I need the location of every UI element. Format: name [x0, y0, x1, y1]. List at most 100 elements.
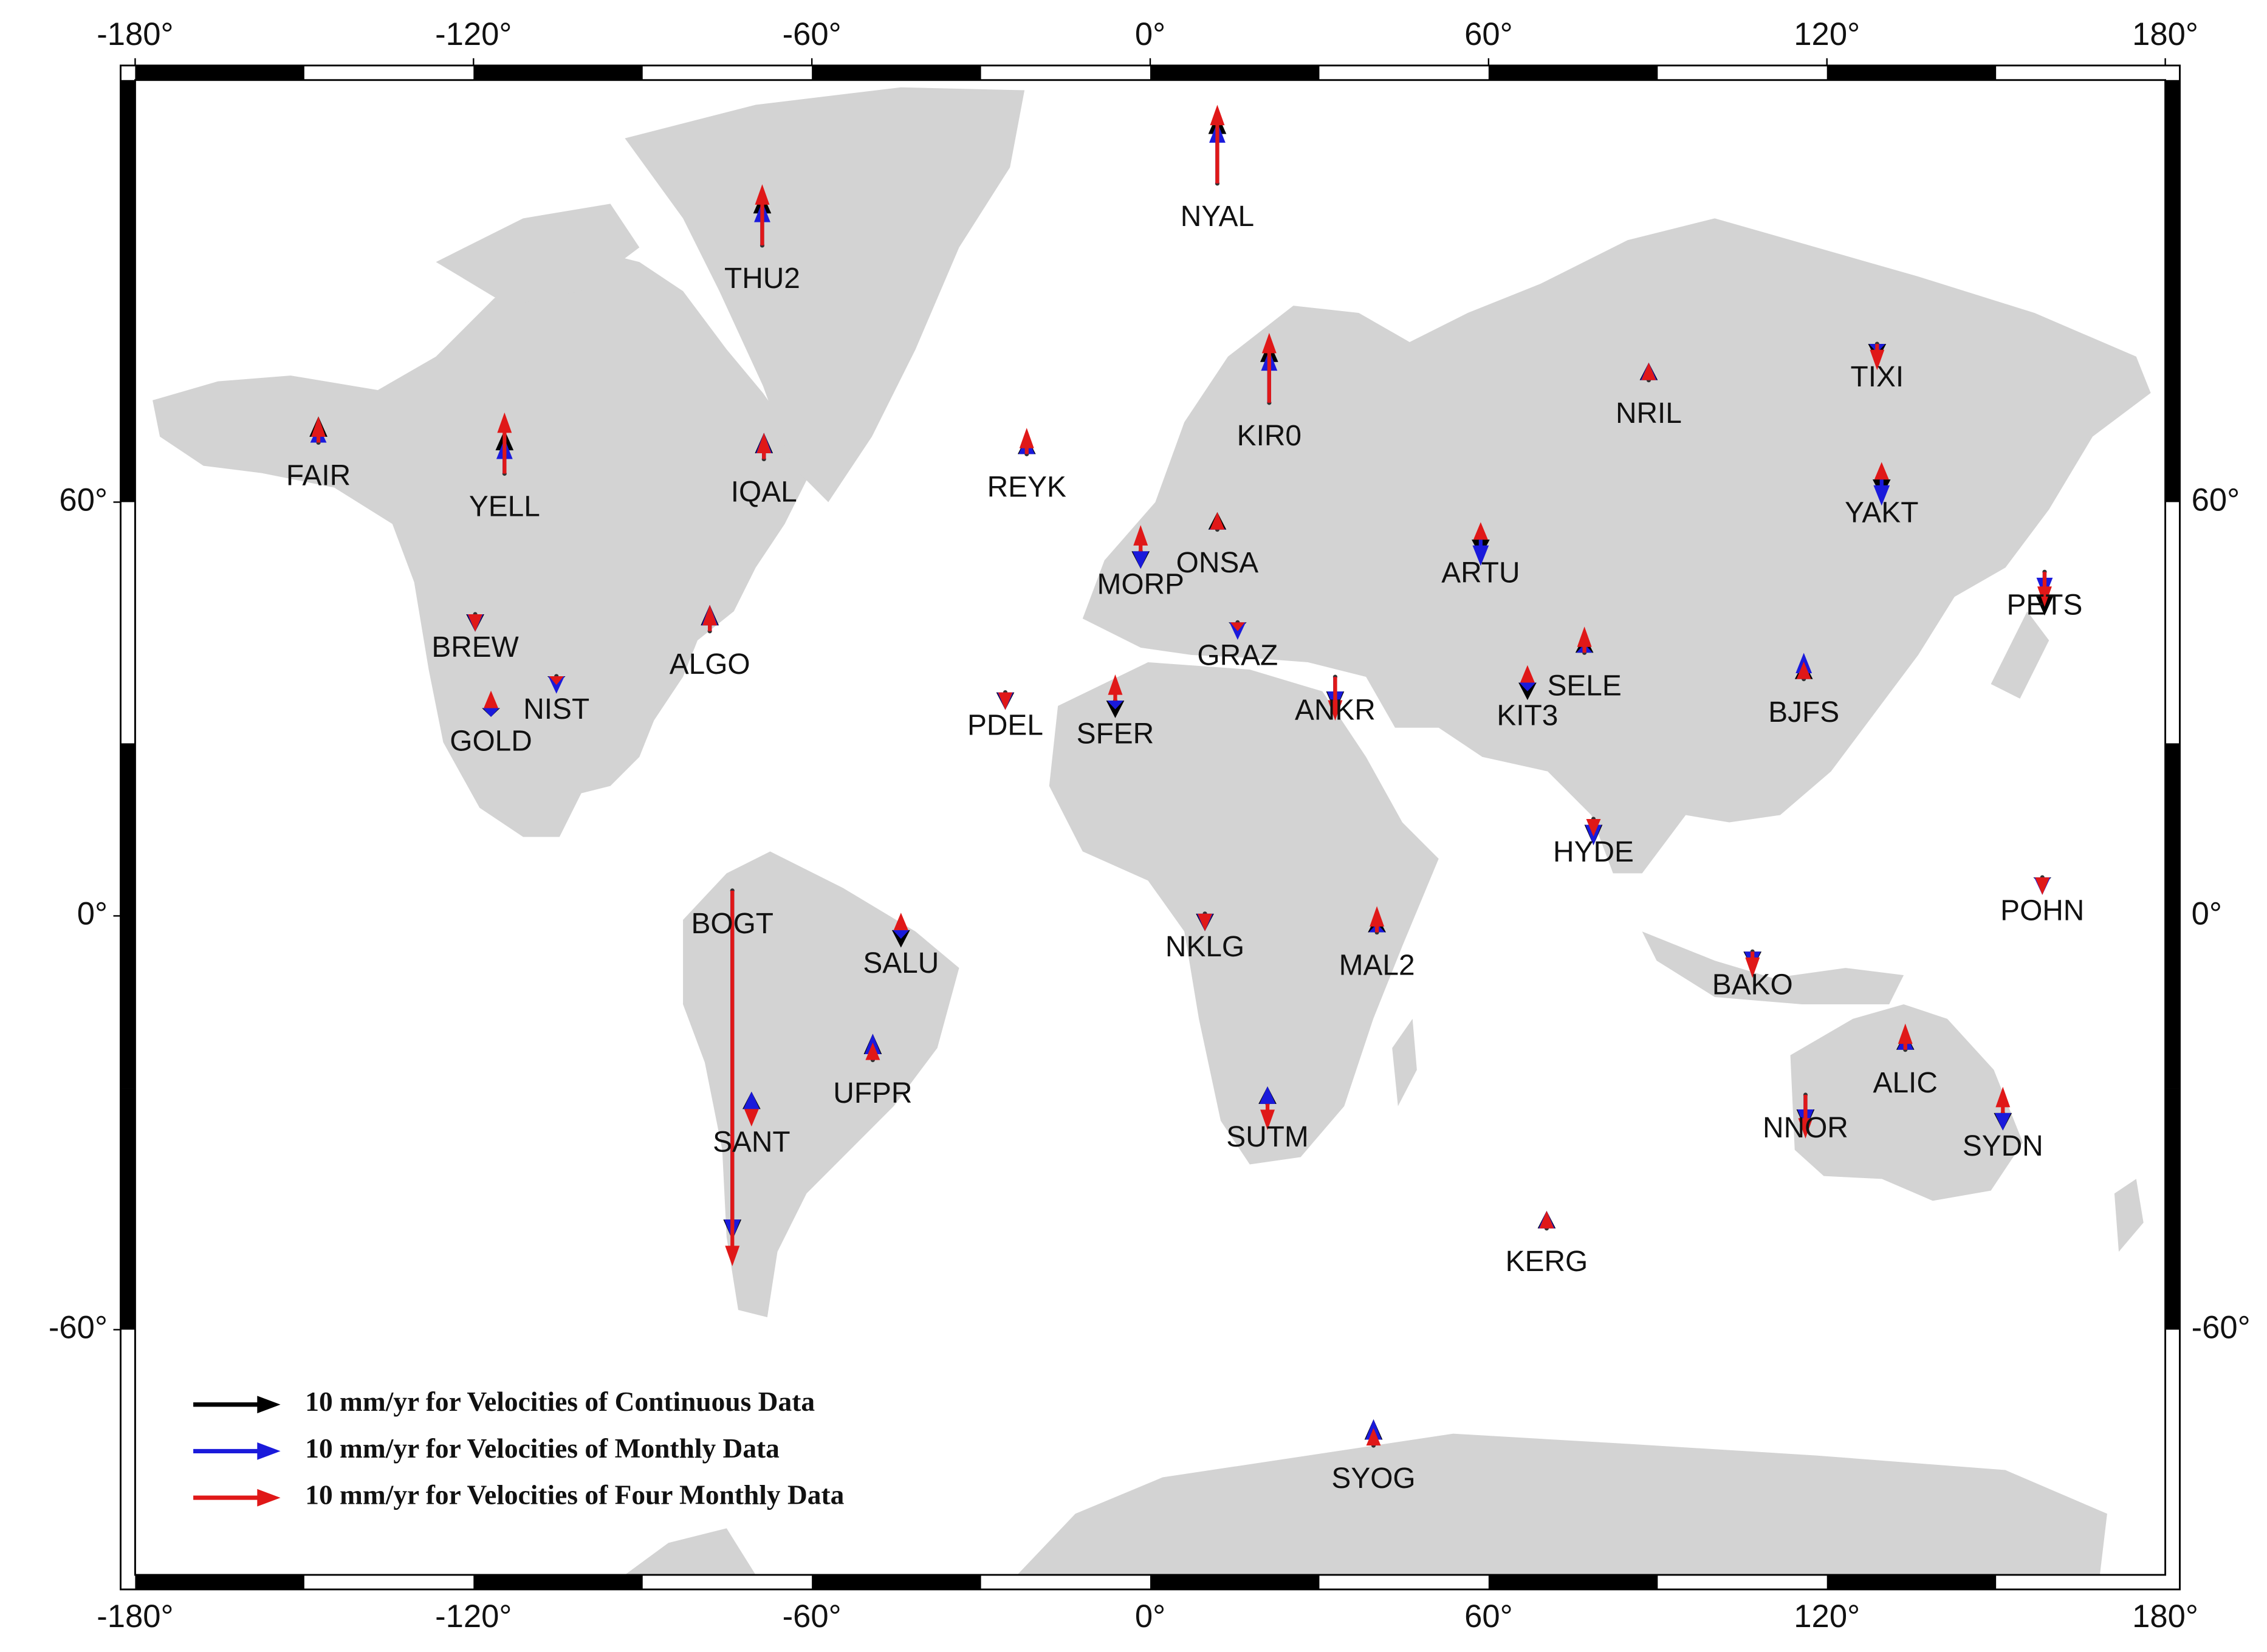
africa — [1049, 662, 1439, 1165]
station-label: PETS — [2007, 589, 2083, 621]
arrow-head — [1198, 913, 1212, 931]
x-tick-label-top: 60° — [1464, 16, 1513, 52]
frame-bar — [1488, 65, 1658, 80]
arrow-head — [1473, 522, 1488, 540]
station-label: THU2 — [724, 262, 800, 295]
x-tick-label-bottom: -120° — [435, 1599, 512, 1634]
station-label: SUTM — [1226, 1121, 1308, 1153]
frame-bar — [473, 1575, 643, 1589]
velocity-arrow — [1577, 626, 1592, 653]
velocity-arrow — [1210, 105, 1225, 183]
north-america — [153, 247, 814, 837]
velocity-arrow — [1259, 1086, 1276, 1104]
antarctic-peninsula — [625, 1528, 756, 1575]
legend-text: 10 mm/yr for Velocities of Continuous Da… — [305, 1386, 815, 1417]
velocity-arrow — [1210, 512, 1225, 530]
indonesia — [1642, 931, 1904, 1004]
arrow-head — [1994, 1112, 2011, 1131]
station-label: ARTU — [1441, 557, 1520, 589]
x-tick-label-top: 120° — [1794, 16, 1860, 52]
velocity-arrow — [1132, 551, 1149, 569]
velocity-arrow — [744, 1109, 759, 1127]
arrow-head — [1798, 1118, 1813, 1139]
station-label: UFPR — [833, 1077, 912, 1109]
frame-bar — [120, 743, 135, 1089]
velocity-arrow — [702, 605, 718, 631]
station-label: ANKR — [1295, 694, 1376, 726]
arrow-head — [1874, 462, 1889, 480]
arrow-head — [311, 416, 326, 437]
station-label: KIT3 — [1497, 700, 1558, 732]
y-tick-label-left: -60° — [49, 1309, 108, 1345]
velocity-arrow — [482, 708, 499, 717]
frame-bar — [2165, 80, 2180, 502]
antarctica — [1017, 1433, 2107, 1575]
velocity-arrow — [1586, 818, 1601, 837]
velocity-arrow — [468, 614, 483, 632]
y-tick-label-right: -60° — [2192, 1309, 2251, 1345]
x-tick-label-top: -60° — [783, 16, 842, 52]
station-label: SANT — [713, 1126, 791, 1159]
station-label: BOGT — [691, 908, 773, 940]
station-label: HYDE — [1553, 836, 1634, 868]
station-label: YAKT — [1845, 496, 1918, 529]
greenland — [625, 87, 1025, 502]
station-label: SFER — [1077, 718, 1154, 750]
arrow-head — [1586, 818, 1601, 837]
frame-bar — [120, 80, 135, 502]
velocity-arrow — [1898, 1023, 1913, 1050]
arrow-head — [1328, 700, 1343, 721]
velocity-arrow — [1261, 332, 1277, 403]
station-label: SELE — [1547, 670, 1621, 702]
station-label: SYOG — [1331, 1462, 1415, 1495]
arrow-head — [1520, 665, 1535, 683]
velocity-arrow — [1370, 906, 1385, 933]
arrow-head — [893, 913, 908, 930]
legend-arrow-head — [257, 1396, 281, 1414]
arrow-head — [1641, 362, 1656, 380]
station-label: ALIC — [1873, 1067, 1938, 1099]
velocity-arrow — [755, 184, 770, 245]
arrow-head — [1133, 525, 1148, 546]
station-label: MAL2 — [1339, 950, 1415, 982]
station-label: YELL — [469, 491, 540, 523]
frame-bar — [1150, 65, 1320, 80]
station-label: ONSA — [1176, 547, 1259, 579]
x-tick-label-top: 180° — [2132, 16, 2198, 52]
arrow-head — [1519, 682, 1536, 691]
station-label: GRAZ — [1197, 639, 1278, 671]
station-label: KIR0 — [1237, 420, 1302, 452]
arrow-head — [1518, 682, 1537, 701]
velocity-arrow — [893, 930, 910, 939]
x-tick-label-bottom: 60° — [1464, 1599, 1513, 1634]
velocity-arrow — [1519, 682, 1536, 691]
velocity-arrow — [1108, 674, 1123, 701]
velocity-arrow — [1870, 344, 1885, 371]
arrow-head — [756, 433, 772, 453]
velocity-arrow — [1520, 665, 1535, 683]
arrow-head — [1210, 105, 1225, 126]
south-america — [683, 851, 959, 1318]
arrow-head — [1745, 957, 1760, 978]
arrow-head — [1019, 428, 1034, 448]
legend-arrow-head — [257, 1489, 281, 1507]
station-label: TIXI — [1850, 361, 1904, 393]
x-tick-label-bottom: -180° — [97, 1599, 173, 1634]
arrow-head — [744, 1109, 759, 1127]
arrow-head — [725, 1246, 740, 1266]
velocity-arrow — [998, 692, 1013, 710]
station-label: ALGO — [670, 648, 750, 680]
velocity-arrow — [1198, 913, 1212, 931]
velocity-arrow — [497, 412, 512, 474]
velocity-arrow — [1641, 362, 1656, 380]
new-zealand — [2114, 1179, 2144, 1252]
arrow-head — [1577, 626, 1592, 647]
station-label: BAKO — [1712, 968, 1793, 1001]
y-tick-label-left: 60° — [59, 482, 108, 518]
velocity-arrow — [1745, 951, 1760, 978]
velocity-arrow — [1133, 525, 1148, 552]
arrow-head — [2037, 586, 2052, 607]
frame-bar — [120, 1088, 135, 1330]
